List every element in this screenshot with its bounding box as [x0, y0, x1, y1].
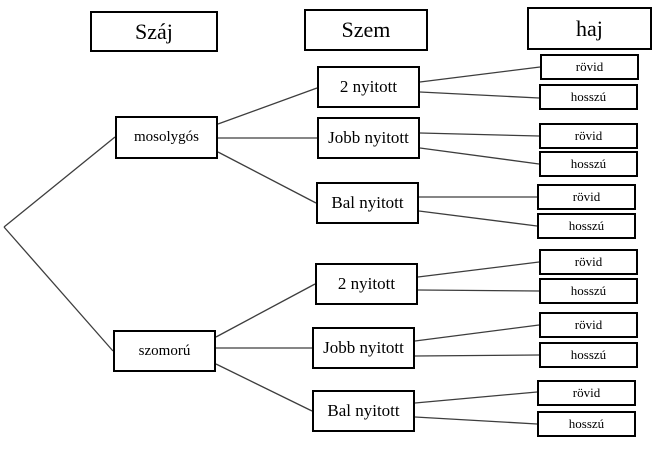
connector-line [217, 87, 318, 125]
node-hair-long: hosszú [537, 411, 636, 437]
connector-line [419, 147, 540, 165]
node-hair-long: hosszú [539, 151, 638, 177]
connector-line [419, 91, 540, 99]
column-header-hair: haj [527, 7, 652, 50]
node-eyes-smiling-right-open: Jobb nyitott [317, 117, 420, 159]
connector-line [215, 283, 316, 338]
connector-line [419, 66, 541, 83]
node-hair-long: hosszú [539, 278, 638, 304]
node-hair-short: rövid [537, 380, 636, 406]
node-hair-long: hosszú [539, 342, 638, 368]
connector-line [414, 324, 540, 342]
node-hair-short: rövid [539, 249, 638, 275]
node-hair-long: hosszú [537, 213, 636, 239]
node-hair-short: rövid [539, 312, 638, 338]
column-header-eyes: Szem [304, 9, 428, 51]
node-hair-short: rövid [539, 123, 638, 149]
node-eyes-sad-left-open: Bal nyitott [312, 390, 415, 432]
connector-line [3, 226, 114, 352]
connector-line [418, 210, 538, 227]
connector-line [3, 136, 116, 228]
connector-line [217, 151, 317, 204]
node-hair-short: rövid [537, 184, 636, 210]
connector-line [414, 354, 540, 357]
node-eyes-smiling-both-open: 2 nyitott [317, 66, 420, 108]
connector-line [417, 261, 540, 278]
column-header-mouth: Száj [90, 11, 218, 52]
node-hair-long: hosszú [539, 84, 638, 110]
connector-line [414, 416, 538, 425]
node-mouth-smiling: mosolygós [115, 116, 218, 159]
node-eyes-sad-right-open: Jobb nyitott [312, 327, 415, 369]
connector-line [419, 132, 540, 137]
node-eyes-sad-both-open: 2 nyitott [315, 263, 418, 305]
node-mouth-sad: szomorú [113, 330, 216, 372]
connector-line [414, 391, 538, 404]
connector-line [215, 363, 313, 412]
node-eyes-smiling-left-open: Bal nyitott [316, 182, 419, 224]
node-hair-short: rövid [540, 54, 639, 80]
connector-line [417, 289, 540, 292]
